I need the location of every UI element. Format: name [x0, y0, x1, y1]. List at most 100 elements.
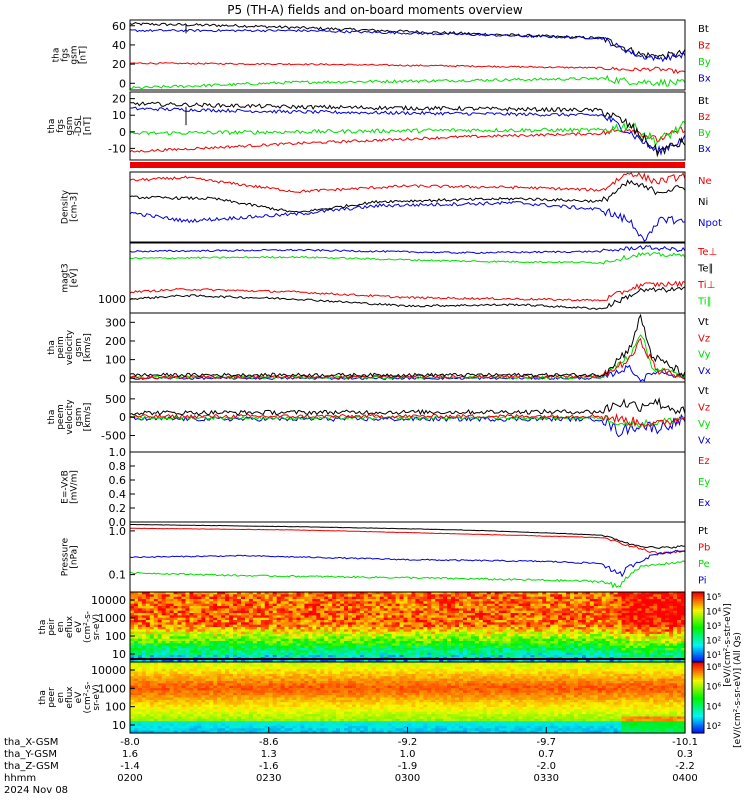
heatmap-cell: [514, 629, 520, 633]
heatmap-cell: [407, 652, 413, 656]
heatmap-cell: [268, 655, 274, 658]
heatmap-cell: [221, 643, 226, 647]
heatmap-cell: [415, 601, 420, 605]
heatmap-cell: [455, 603, 460, 607]
heatmap-cell: [558, 629, 563, 633]
heatmap-cell: [403, 594, 409, 598]
heatmap-cell: [538, 610, 543, 614]
heatmap-cell: [375, 655, 381, 658]
heatmap-cell: [130, 606, 135, 609]
heatmap-cell: [562, 624, 567, 628]
heatmap-cell: [494, 636, 500, 640]
heatmap-cell: [316, 634, 321, 637]
heatmap-cell: [359, 622, 365, 626]
heatmap-cell: [490, 594, 496, 598]
heatmap-cell: [137, 655, 143, 658]
heatmap-cell: [284, 599, 290, 602]
heatmap-cell: [391, 655, 397, 658]
heatmap-cell: [542, 610, 547, 614]
heatmap-cell: [439, 648, 444, 651]
heatmap-cell: [490, 624, 496, 628]
heatmap-cell: [268, 592, 274, 595]
heatmap-cell: [344, 627, 349, 630]
heatmap-cell: [177, 650, 183, 654]
heatmap-cell: [288, 594, 294, 598]
heatmap-cell: [165, 592, 171, 595]
heatmap-cell: [185, 603, 191, 607]
heatmap-cell: [145, 648, 151, 651]
heatmap-cell: [336, 603, 341, 607]
heatmap-cell: [241, 643, 246, 647]
heatmap-cell: [423, 620, 428, 623]
heatmap-cell: [292, 599, 298, 602]
heatmap-cell: [439, 655, 444, 658]
heatmap-cell: [141, 603, 147, 607]
heatmap-cell: [340, 627, 345, 630]
heatmap-cell: [375, 641, 381, 644]
heatmap-cell: [506, 629, 512, 633]
heatmap-cell: [550, 606, 555, 609]
heatmap-cell: [213, 596, 218, 600]
heatmap-cell: [133, 622, 139, 626]
heatmap-cell: [320, 659, 325, 663]
heatmap-cell: [367, 606, 373, 609]
heatmap-cell: [371, 655, 377, 658]
heatmap-cell: [526, 648, 531, 651]
heatmap-cell: [510, 606, 516, 609]
heatmap-cell: [177, 629, 183, 633]
heatmap-cell: [276, 613, 282, 616]
heatmap-cell: [284, 641, 290, 644]
heatmap-cell: [518, 592, 524, 595]
heatmap-cell: [241, 606, 246, 609]
heatmap-cell: [348, 596, 353, 600]
heatmap-cell: [407, 631, 413, 635]
heatmap-cell: [292, 652, 298, 656]
heatmap-cell: [177, 631, 183, 635]
heatmap-cell: [336, 624, 341, 628]
heatmap-cell: [233, 634, 238, 637]
heatmap-cell: [411, 641, 417, 644]
heatmap-cell: [403, 601, 409, 605]
heatmap-cell: [324, 610, 329, 614]
heatmap-cell: [145, 617, 151, 621]
heatmap-cell: [546, 608, 551, 612]
heatmap-cell: [514, 615, 520, 619]
heatmap-cell: [165, 610, 171, 614]
heatmap-cell: [502, 620, 508, 623]
heatmap-cell: [320, 648, 325, 651]
heatmap-cell: [439, 638, 444, 642]
heatmap-cell: [221, 620, 226, 623]
heatmap-cell: [153, 636, 159, 640]
y-tick-label: 0: [119, 126, 126, 139]
heatmap-cell: [137, 601, 143, 605]
heatmap-cell: [466, 603, 472, 607]
heatmap-cell: [280, 615, 286, 619]
heatmap-cell: [276, 624, 282, 628]
heatmap-cell: [538, 631, 543, 635]
heatmap-cell: [296, 659, 302, 663]
heatmap-cell: [447, 629, 452, 633]
heatmap-cell: [268, 638, 274, 642]
heatmap-cell: [324, 638, 329, 642]
heatmap-cell: [439, 622, 444, 626]
heatmap-cell: [367, 613, 373, 616]
heatmap-cell: [280, 652, 286, 656]
heatmap-cell: [407, 655, 413, 658]
heatmap-cell: [435, 627, 440, 630]
heatmap-cell: [201, 655, 206, 658]
heatmap-cell: [213, 613, 218, 616]
heatmap-cell: [304, 610, 309, 614]
legend-label: Bz: [698, 112, 710, 123]
heatmap-cell: [272, 603, 278, 607]
heatmap-cell: [383, 659, 389, 663]
heatmap-cell: [344, 601, 349, 605]
heatmap-cell: [300, 592, 306, 595]
heatmap-cell: [165, 636, 171, 640]
heatmap-cell: [348, 624, 353, 628]
heatmap-cell: [185, 596, 191, 600]
heatmap-cell: [332, 636, 337, 640]
heatmap-cell: [280, 622, 286, 626]
heatmap-cell: [264, 655, 270, 658]
heatmap-cell: [241, 617, 246, 621]
